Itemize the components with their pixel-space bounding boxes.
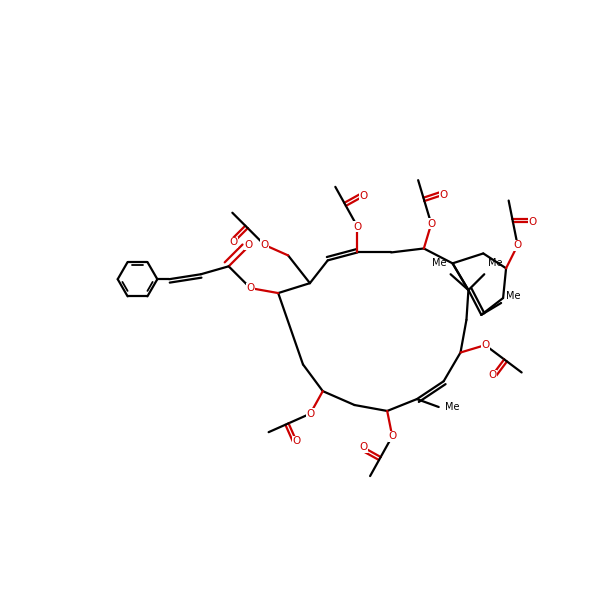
Text: O: O: [359, 442, 367, 452]
Text: O: O: [488, 370, 496, 380]
Text: O: O: [359, 191, 367, 201]
Text: O: O: [529, 217, 537, 227]
Text: O: O: [247, 283, 254, 293]
Text: O: O: [260, 240, 269, 250]
Text: O: O: [292, 436, 301, 446]
Text: O: O: [481, 340, 489, 350]
Text: O: O: [353, 221, 362, 232]
Text: O: O: [306, 409, 314, 419]
Text: Me: Me: [488, 258, 503, 268]
Text: O: O: [388, 431, 397, 441]
Text: O: O: [427, 219, 436, 229]
Text: O: O: [244, 239, 253, 250]
Text: O: O: [514, 240, 522, 250]
Text: O: O: [230, 237, 238, 247]
Text: Me: Me: [506, 291, 521, 301]
Text: O: O: [439, 190, 448, 200]
Text: Me: Me: [445, 402, 459, 412]
Text: Me: Me: [432, 258, 446, 268]
